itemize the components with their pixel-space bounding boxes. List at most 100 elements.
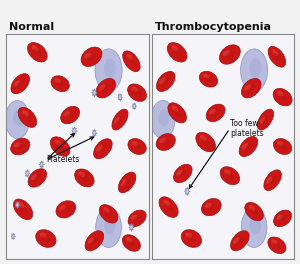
Ellipse shape	[103, 207, 110, 213]
Circle shape	[250, 216, 261, 234]
Circle shape	[13, 109, 24, 126]
Ellipse shape	[269, 176, 277, 184]
Ellipse shape	[260, 117, 265, 124]
Circle shape	[95, 49, 122, 92]
Polygon shape	[15, 201, 20, 208]
Ellipse shape	[223, 50, 230, 56]
Ellipse shape	[11, 138, 30, 155]
Ellipse shape	[85, 231, 104, 251]
Ellipse shape	[279, 215, 286, 221]
Ellipse shape	[244, 143, 253, 150]
Ellipse shape	[59, 205, 66, 210]
Ellipse shape	[205, 203, 212, 208]
Ellipse shape	[133, 144, 141, 149]
Ellipse shape	[96, 78, 116, 98]
Ellipse shape	[174, 164, 192, 183]
Ellipse shape	[164, 203, 173, 211]
Polygon shape	[118, 93, 122, 101]
Ellipse shape	[163, 199, 170, 206]
Ellipse shape	[219, 45, 240, 64]
Ellipse shape	[16, 144, 25, 149]
Ellipse shape	[128, 57, 135, 65]
Ellipse shape	[159, 78, 166, 84]
Polygon shape	[129, 224, 134, 231]
Ellipse shape	[56, 81, 64, 87]
Ellipse shape	[202, 199, 221, 216]
Circle shape	[159, 109, 170, 126]
Ellipse shape	[56, 143, 64, 150]
Ellipse shape	[18, 107, 37, 128]
Ellipse shape	[172, 105, 178, 112]
Ellipse shape	[99, 145, 107, 153]
Ellipse shape	[40, 233, 47, 238]
Ellipse shape	[19, 205, 27, 214]
Ellipse shape	[201, 138, 210, 146]
Ellipse shape	[99, 205, 118, 223]
Polygon shape	[39, 161, 44, 168]
Ellipse shape	[123, 178, 131, 187]
Ellipse shape	[242, 78, 261, 98]
Circle shape	[104, 59, 116, 78]
Ellipse shape	[14, 80, 20, 87]
Ellipse shape	[278, 144, 287, 149]
Text: Too few
platelets: Too few platelets	[230, 119, 263, 138]
Ellipse shape	[121, 179, 127, 186]
Ellipse shape	[33, 49, 42, 56]
Ellipse shape	[128, 240, 135, 246]
Ellipse shape	[171, 45, 178, 51]
Circle shape	[151, 101, 175, 139]
Ellipse shape	[128, 139, 146, 154]
Ellipse shape	[179, 170, 187, 177]
Ellipse shape	[187, 235, 196, 242]
Ellipse shape	[104, 210, 113, 217]
Ellipse shape	[116, 115, 124, 124]
Ellipse shape	[247, 84, 256, 92]
Ellipse shape	[272, 239, 278, 244]
Ellipse shape	[224, 169, 231, 175]
Ellipse shape	[131, 215, 137, 220]
Ellipse shape	[173, 49, 182, 56]
Ellipse shape	[128, 84, 147, 101]
Circle shape	[249, 59, 262, 78]
Ellipse shape	[268, 46, 286, 67]
Ellipse shape	[123, 51, 140, 72]
Ellipse shape	[133, 89, 141, 96]
Ellipse shape	[249, 205, 255, 211]
Ellipse shape	[61, 106, 80, 124]
Circle shape	[241, 207, 267, 248]
Ellipse shape	[96, 145, 103, 152]
Ellipse shape	[118, 172, 136, 193]
Ellipse shape	[273, 88, 292, 106]
Ellipse shape	[233, 237, 240, 244]
Ellipse shape	[268, 237, 286, 253]
Ellipse shape	[212, 110, 220, 116]
Ellipse shape	[173, 109, 181, 117]
Ellipse shape	[257, 109, 274, 130]
Ellipse shape	[84, 53, 92, 59]
Ellipse shape	[207, 204, 216, 210]
Ellipse shape	[196, 132, 215, 152]
Ellipse shape	[176, 170, 183, 176]
Ellipse shape	[11, 74, 30, 94]
Ellipse shape	[185, 233, 192, 238]
Ellipse shape	[156, 134, 175, 150]
Ellipse shape	[22, 110, 28, 116]
Polygon shape	[72, 127, 77, 135]
Ellipse shape	[18, 202, 24, 208]
Circle shape	[241, 49, 268, 92]
Circle shape	[104, 216, 116, 234]
Ellipse shape	[61, 206, 70, 213]
Polygon shape	[25, 170, 30, 177]
Ellipse shape	[126, 237, 132, 242]
Ellipse shape	[272, 49, 278, 56]
Ellipse shape	[131, 86, 138, 92]
Ellipse shape	[23, 113, 32, 121]
Ellipse shape	[162, 77, 170, 86]
Ellipse shape	[14, 199, 33, 220]
Ellipse shape	[127, 54, 133, 60]
Ellipse shape	[245, 202, 263, 221]
Ellipse shape	[167, 43, 187, 62]
Ellipse shape	[273, 139, 292, 154]
Ellipse shape	[273, 242, 281, 248]
Ellipse shape	[277, 141, 283, 146]
